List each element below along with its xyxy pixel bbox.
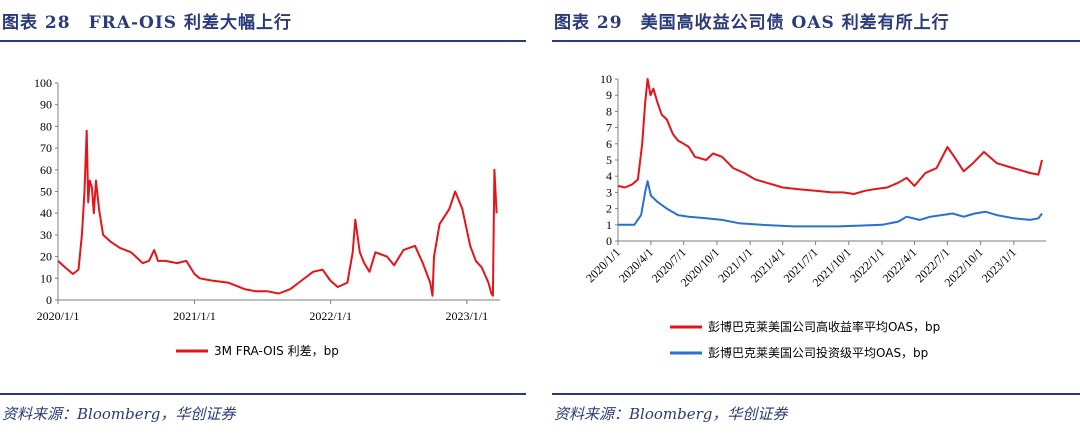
y-tick-label: 80 [40, 119, 52, 133]
figure-29-panel: 图表 29 美国高收益公司债 OAS 利差有所上行 0 1 2 3 4 5 6 7 8 9 10 20… [552, 0, 1080, 434]
y-tick-label: 50 [40, 185, 52, 199]
x-tick-label: 2020/1/1 [37, 309, 80, 323]
y-tick-label: 6 [606, 137, 612, 151]
y-tick-label: 40 [40, 206, 52, 220]
x-tick-label: 2022/1/1 [847, 245, 887, 285]
figure-29-source: 资料来源：Bloomberg，华创证券 [554, 405, 788, 423]
x-tick-label: 2021/1/1 [173, 309, 216, 323]
y-tick-label: 8 [606, 104, 612, 118]
y-tick-label: 2 [606, 202, 612, 216]
figure-28-source: 资料来源：Bloomberg，华创证券 [2, 405, 236, 423]
y-tick-label: 4 [606, 169, 612, 183]
legend-label-2: 彭博巴克莱美国公司投资级平均OAS，bp [708, 345, 928, 360]
y-tick-label: 3 [606, 185, 612, 199]
series-line-2 [618, 180, 1043, 228]
x-tick-label: 2022/1/1 [309, 309, 352, 323]
y-tick-label: 10 [600, 72, 612, 86]
y-tick-label: 100 [34, 76, 52, 90]
y-tick-label: 0 [46, 293, 52, 307]
figure-28-panel: 图表 28 FRA-OIS 利差大幅上行 0 10 20 30 40 50 60 70 80 90… [0, 0, 526, 434]
y-tick-label: 1 [606, 218, 612, 232]
y-tick-label: 7 [606, 121, 612, 135]
x-tick-label: 2022/4/1 [880, 245, 920, 285]
figure-28-chart: 0 10 20 30 40 50 60 70 80 90 100 2020/1/1 2021/1/1 20… [34, 76, 500, 358]
figure-28-bottom-rule [0, 393, 526, 395]
x-tick-label: 2020/1/1 [583, 245, 623, 285]
legend-label-1: 3M FRA-OIS 利差，bp [214, 344, 339, 358]
x-tick-label: 2021/1/1 [715, 245, 755, 285]
figure-29-top-rule [552, 40, 1080, 42]
figure-29-title: 图表 29 美国高收益公司债 OAS 利差有所上行 [554, 13, 950, 33]
y-tick-label: 9 [606, 88, 612, 102]
y-tick-label: 60 [40, 163, 52, 177]
figure-28-top-rule [0, 40, 526, 42]
figure-29-chart: 0123456789102020/1/12020/4/12020/7/12020… [583, 72, 1046, 360]
figure-28-title: 图表 28 FRA-OIS 利差大幅上行 [2, 13, 292, 33]
x-tick-label: 2023/1/1 [445, 309, 488, 323]
x-tick-label: 2023/1/1 [979, 245, 1019, 285]
y-tick-label: 20 [40, 250, 52, 264]
legend-label-1: 彭博巴克莱美国公司高收益率平均OAS，bp [708, 319, 940, 334]
y-tick-label: 30 [40, 228, 52, 242]
y-tick-label: 5 [606, 153, 612, 167]
y-tick-label: 90 [40, 98, 52, 112]
series-line-1 [617, 78, 1043, 195]
x-tick-label: 2020/4/1 [616, 245, 656, 285]
y-tick-label: 0 [606, 234, 612, 248]
x-tick-label: 2021/4/1 [748, 245, 788, 285]
y-tick-label: 10 [40, 271, 52, 285]
series-line-1 [57, 129, 498, 297]
figure-29-bottom-rule [552, 393, 1080, 395]
y-tick-label: 70 [40, 141, 52, 155]
